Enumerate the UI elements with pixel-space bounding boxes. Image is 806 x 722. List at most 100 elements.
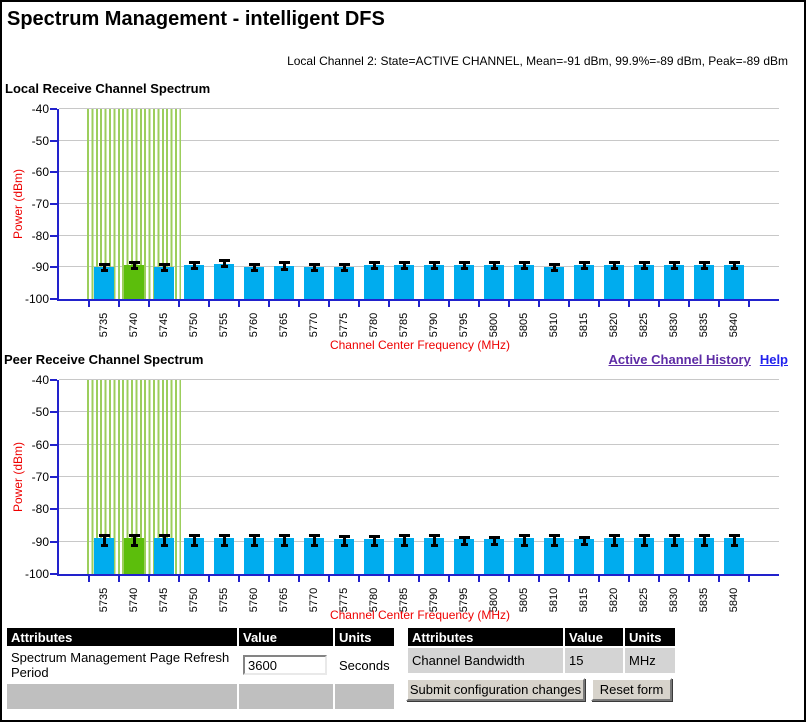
error-bar-5785 bbox=[403, 261, 406, 270]
error-bar-cap bbox=[519, 260, 530, 264]
error-bar-5745 bbox=[163, 535, 166, 547]
grid-line bbox=[59, 508, 779, 509]
y-axis-tick bbox=[50, 411, 57, 413]
error-bar-cap bbox=[401, 267, 408, 271]
x-axis-tick bbox=[298, 301, 300, 307]
error-bar-cap bbox=[279, 261, 290, 265]
y-axis-tick-label: -90 bbox=[31, 260, 49, 274]
value-label: 15 bbox=[565, 648, 623, 673]
error-bar-5820 bbox=[613, 261, 616, 270]
y-axis-tick-label: -60 bbox=[31, 438, 49, 452]
submit-configuration-button[interactable]: Submit configuration changes bbox=[406, 678, 585, 701]
grid-line bbox=[59, 266, 779, 267]
x-axis-tick bbox=[88, 576, 90, 582]
error-bar-cap bbox=[189, 534, 200, 538]
error-bar-cap bbox=[279, 534, 290, 538]
error-bar-cap bbox=[429, 534, 440, 538]
y-axis-tick-label: -50 bbox=[31, 134, 49, 148]
header-links: Active Channel History Help bbox=[609, 352, 789, 367]
error-bar-5750 bbox=[193, 261, 196, 270]
channel-bar-5815 bbox=[574, 265, 594, 299]
x-axis-tick bbox=[178, 576, 180, 582]
error-bar-5765 bbox=[283, 535, 286, 547]
error-bar-cap bbox=[369, 260, 380, 264]
x-axis-tick bbox=[388, 301, 390, 307]
refresh-period-input[interactable] bbox=[243, 655, 327, 675]
channel-bar-5840 bbox=[724, 538, 744, 574]
column-header-value: Value bbox=[239, 628, 333, 646]
error-bar-5840 bbox=[733, 261, 736, 270]
error-bar-5840 bbox=[733, 535, 736, 547]
x-axis-tick bbox=[568, 301, 570, 307]
error-bar-cap bbox=[729, 534, 740, 538]
error-bar-5800 bbox=[493, 261, 496, 270]
error-bar-5830 bbox=[673, 261, 676, 270]
table-row-empty bbox=[7, 684, 394, 709]
x-axis-tick bbox=[118, 576, 120, 582]
x-axis-tick bbox=[88, 301, 90, 307]
y-axis-tick-label: -100 bbox=[24, 567, 49, 581]
error-bar-5740 bbox=[133, 535, 136, 547]
help-link[interactable]: Help bbox=[759, 352, 788, 367]
error-bar-5780 bbox=[373, 261, 376, 270]
active-channel-history-link[interactable]: Active Channel History bbox=[608, 352, 751, 367]
table-row: Spectrum Management Page Refresh Period … bbox=[7, 648, 394, 682]
channel-bar-5825 bbox=[634, 265, 654, 299]
error-bar-cap bbox=[129, 260, 140, 264]
x-axis-tick bbox=[598, 576, 600, 582]
channel-bar-5775 bbox=[334, 267, 354, 299]
error-bar-cap bbox=[519, 534, 530, 538]
error-bar-5795 bbox=[463, 536, 466, 545]
x-axis-tick bbox=[148, 576, 150, 582]
x-axis-tick bbox=[658, 576, 660, 582]
units-label: Seconds bbox=[335, 648, 394, 682]
x-axis-tick bbox=[238, 576, 240, 582]
error-bar-5790 bbox=[433, 535, 436, 547]
x-axis-tick bbox=[268, 576, 270, 582]
channel-bar-5805 bbox=[514, 538, 534, 574]
error-bar-cap bbox=[161, 269, 168, 273]
channel-bar-5735 bbox=[94, 267, 114, 299]
error-bar-cap bbox=[669, 260, 680, 264]
y-axis-tick bbox=[50, 573, 57, 575]
error-bar-cap bbox=[521, 544, 528, 548]
error-bar-5765 bbox=[283, 262, 286, 270]
error-bar-cap bbox=[489, 260, 500, 264]
reset-form-button[interactable]: Reset form bbox=[591, 678, 672, 701]
error-bar-cap bbox=[701, 544, 708, 548]
error-bar-cap bbox=[461, 542, 468, 546]
error-bar-cap bbox=[731, 544, 738, 548]
error-bar-cap bbox=[311, 544, 318, 548]
grid-line bbox=[59, 171, 779, 172]
error-bar-cap bbox=[309, 262, 320, 266]
error-bar-cap bbox=[579, 535, 590, 539]
x-axis-tick bbox=[268, 301, 270, 307]
channel-bar-5805 bbox=[514, 265, 534, 299]
y-axis-tick-label: -50 bbox=[31, 405, 49, 419]
error-bar-cap bbox=[431, 267, 438, 271]
attribute-label: Spectrum Management Page Refresh Period bbox=[7, 648, 237, 682]
y-axis-tick bbox=[50, 508, 57, 510]
error-bar-5760 bbox=[253, 263, 256, 272]
grid-line bbox=[59, 476, 779, 477]
error-bar-5750 bbox=[193, 535, 196, 547]
error-bar-cap bbox=[699, 260, 710, 264]
error-bar-cap bbox=[429, 260, 440, 264]
channel-bar-5810 bbox=[544, 538, 564, 574]
channel-bar-5750 bbox=[184, 538, 204, 574]
x-axis-tick bbox=[628, 576, 630, 582]
channel-bar-5790 bbox=[424, 538, 444, 574]
channel-bar-5795 bbox=[454, 539, 474, 574]
error-bar-cap bbox=[369, 535, 380, 539]
error-bar-cap bbox=[161, 544, 168, 548]
error-bar-cap bbox=[129, 534, 140, 538]
channel-bar-5825 bbox=[634, 538, 654, 574]
y-axis-tick-label: -40 bbox=[31, 373, 49, 387]
error-bar-cap bbox=[639, 260, 650, 264]
channel-bar-5830 bbox=[664, 538, 684, 574]
error-bar-5835 bbox=[703, 535, 706, 547]
y-axis-tick-label: -80 bbox=[31, 502, 49, 516]
error-bar-cap bbox=[671, 544, 678, 548]
error-bar-5770 bbox=[313, 535, 316, 547]
